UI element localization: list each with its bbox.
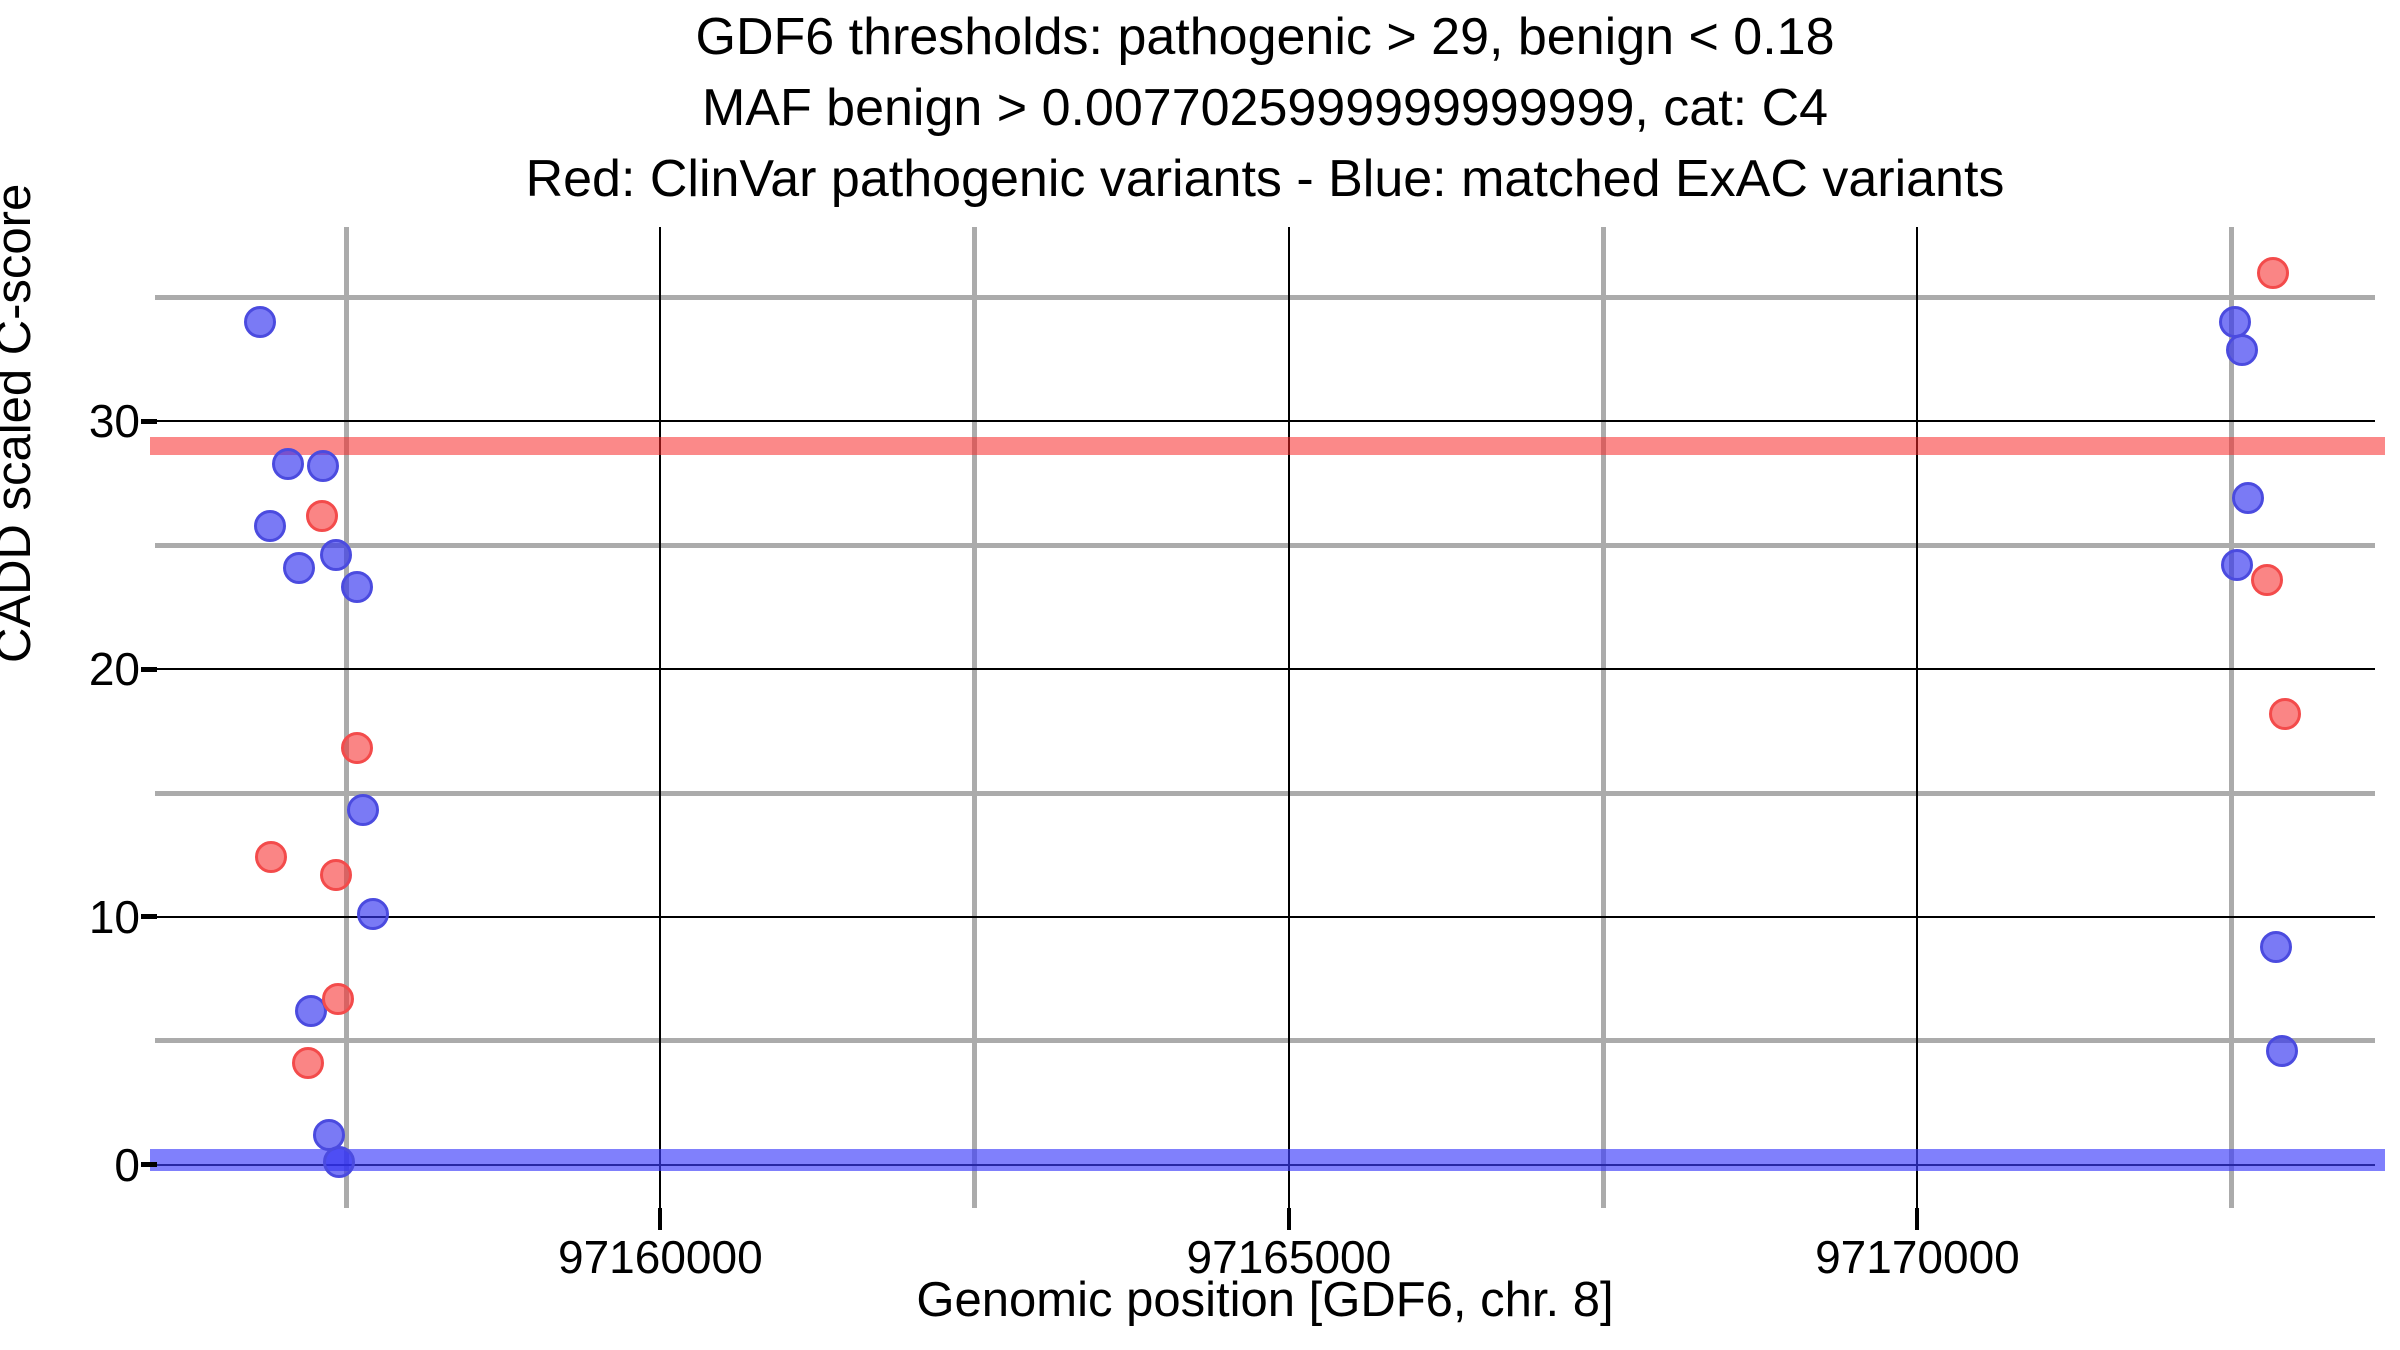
blue-data-point [253, 509, 286, 542]
blue-data-point [2226, 333, 2259, 366]
x-axis-label: Genomic position [GDF6, chr. 8] [916, 1273, 1614, 1327]
blue-data-point [357, 898, 390, 931]
red-data-point [321, 982, 354, 1015]
x-tick-mark [1915, 1208, 1920, 1230]
red-data-point [2251, 564, 2284, 596]
blue-data-point [282, 551, 315, 584]
blue-data-point [294, 995, 327, 1028]
x-major-gridline [1916, 227, 1919, 1208]
y-minor-gridline [155, 1038, 2375, 1044]
y-tick-mark [141, 666, 157, 672]
red-data-point [319, 858, 352, 891]
y-tick-label: 10 [88, 890, 140, 943]
y-minor-gridline [155, 790, 2375, 796]
y-major-gridline [155, 668, 2375, 671]
red-data-point [2269, 697, 2302, 730]
y-tick-mark [141, 914, 157, 920]
blue-data-point [2232, 482, 2265, 515]
blue-data-point [2219, 306, 2252, 339]
y-tick-label: 20 [88, 643, 140, 696]
red-data-point [305, 499, 338, 532]
blue-data-point [346, 794, 379, 827]
blue-data-point [243, 306, 276, 339]
x-minor-gridline [343, 227, 349, 1208]
x-minor-gridline [2229, 227, 2235, 1208]
x-tick-label: 97165000 [1186, 1231, 1392, 1283]
x-tick-label: 97160000 [558, 1231, 763, 1283]
x-minor-gridline [972, 227, 978, 1208]
red-data-point [2257, 256, 2290, 289]
x-tick-label: 97170000 [1815, 1231, 2020, 1283]
y-major-gridline [155, 420, 2375, 423]
x-tick-mark [1286, 1208, 1291, 1230]
y-tick-mark [141, 418, 157, 424]
y-major-gridline [155, 915, 2375, 918]
red-data-point [291, 1047, 324, 1080]
red-data-point [340, 732, 373, 765]
title-line-2: MAF benign > 0.0077025999999999999, cat:… [701, 79, 1829, 137]
x-major-gridline [1287, 227, 1290, 1208]
y-tick-label: 0 [114, 1138, 140, 1191]
blue-data-point [2266, 1034, 2299, 1067]
blue-data-point [319, 539, 352, 572]
red-data-point [254, 841, 287, 874]
y-minor-gridline [155, 295, 2375, 301]
x-tick-mark [658, 1208, 663, 1230]
blue-data-point [322, 1146, 355, 1179]
title-line-1: GDF6 thresholds: pathogenic > 29, benign… [695, 8, 1835, 66]
blue-data-point [306, 450, 339, 483]
y-tick-mark [141, 1162, 157, 1168]
y-minor-gridline [155, 542, 2375, 548]
blue-data-point [2221, 549, 2254, 582]
x-minor-gridline [1600, 227, 1606, 1208]
blue-data-point [271, 447, 304, 480]
benign-threshold-band [150, 1149, 2385, 1172]
title-line-3: Red: ClinVar pathogenic variants - Blue:… [525, 150, 2005, 208]
x-major-gridline [659, 227, 662, 1208]
pathogenic-threshold-band [150, 437, 2385, 456]
blue-data-point [340, 571, 373, 604]
y-tick-label: 30 [88, 395, 140, 448]
chart-title: GDF6 thresholds: pathogenic > 29, benign… [155, 2, 2375, 215]
blue-data-point [2260, 930, 2293, 963]
